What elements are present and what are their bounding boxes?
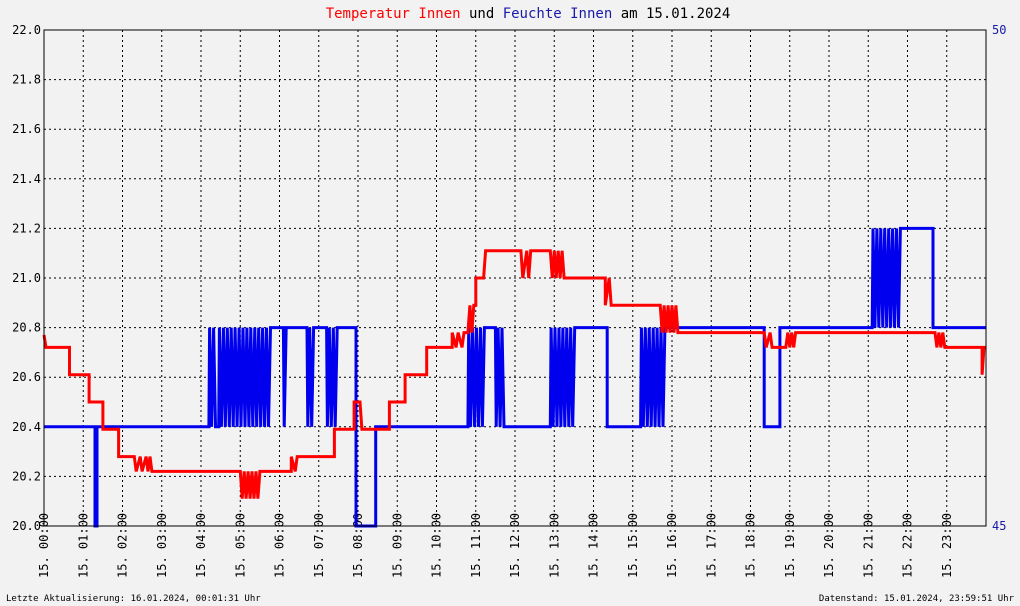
x-tick-label: 15. 12:00 (508, 513, 522, 578)
footer-right: Datenstand: 15.01.2024, 23:59:51 Uhr (819, 594, 1015, 604)
x-tick-label: 15. 13:00 (547, 513, 561, 578)
x-tick-label: 15. 09:00 (390, 513, 404, 578)
title-part-1: und (461, 6, 503, 22)
x-tick-label: 15. 16:00 (665, 513, 679, 578)
x-tick-label: 15. 23:00 (940, 513, 954, 578)
x-tick-label: 15. 15:00 (626, 513, 640, 578)
y-left-tick-label: 20.0 (12, 519, 41, 533)
y-left-tick-label: 22.0 (12, 23, 41, 37)
x-tick-label: 15. 10:00 (430, 513, 444, 578)
y-left-tick-label: 20.4 (12, 420, 41, 434)
x-tick-label: 15. 03:00 (155, 513, 169, 578)
x-tick-label: 15. 20:00 (822, 513, 836, 578)
title-part-2: Feuchte Innen (503, 6, 613, 22)
y-right-tick-label: 50 (992, 23, 1006, 37)
y-left-tick-label: 21.4 (12, 172, 41, 186)
y-left-tick-label: 21.0 (12, 271, 41, 285)
x-tick-label: 15. 21:00 (861, 513, 875, 578)
x-tick-label: 15. 11:00 (469, 513, 483, 578)
x-tick-label: 15. 07:00 (312, 513, 326, 578)
x-tick-label: 15. 18:00 (744, 513, 758, 578)
y-left-tick-label: 20.2 (12, 469, 41, 483)
x-tick-label: 15. 17:00 (704, 513, 718, 578)
title-part-3: am 15.01.2024 (612, 6, 730, 22)
footer-left: Letzte Aktualisierung: 16.01.2024, 00:01… (6, 594, 261, 604)
plot-frame (43, 29, 987, 527)
title-part-0: Temperatur Innen (326, 6, 461, 22)
x-tick-label: 15. 00:00 (37, 513, 51, 578)
series-line-1 (44, 226, 986, 528)
x-tick-label: 15. 06:00 (273, 513, 287, 578)
x-tick-label: 15. 14:00 (587, 513, 601, 578)
x-tick-label: 15. 05:00 (233, 513, 247, 578)
y-left-tick-label: 21.8 (12, 73, 41, 87)
x-tick-label: 15. 02:00 (116, 513, 130, 578)
x-tick-label: 15. 19:00 (783, 513, 797, 578)
y-right-tick-label: 45 (992, 519, 1006, 533)
y-left-tick-label: 21.2 (12, 221, 41, 235)
y-left-tick-label: 21.6 (12, 122, 41, 136)
x-tick-label: 15. 04:00 (194, 513, 208, 578)
x-axis: 15. 00:00 15. 01:00 15. 02:00 15. 03:00 15. … (37, 513, 954, 578)
x-tick-label: 15. 08:00 (351, 513, 365, 578)
y-left-axis: 20.0 20.2 20.4 20.6 20.8 21.0 21.2 21.4 21.6 21.8… (12, 23, 41, 533)
chart-title: Temperatur Innen und Feuchte Innen am 15… (326, 6, 731, 22)
y-right-axis: 45 50 (992, 23, 1006, 533)
y-left-tick-label: 20.8 (12, 321, 41, 335)
y-left-tick-label: 20.6 (12, 370, 41, 384)
series-group (42, 226, 986, 528)
x-tick-label: 15. 22:00 (901, 513, 915, 578)
x-tick-label: 15. 01:00 (76, 513, 90, 578)
series-line-0 (42, 249, 986, 499)
